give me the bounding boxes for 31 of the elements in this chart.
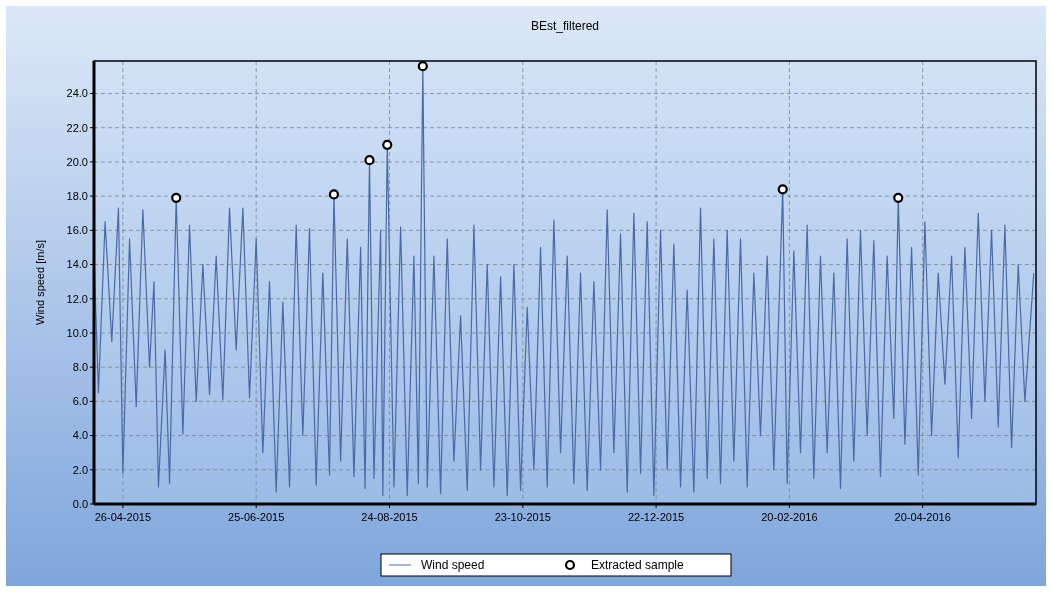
y-tick-label: 6.0 <box>72 395 88 408</box>
y-tick-label: 22.0 <box>66 121 88 134</box>
y-tick-label: 14.0 <box>66 258 88 271</box>
x-tick-label: 26-04-2015 <box>94 511 152 523</box>
point <box>328 189 340 200</box>
y-tick-label: 4.0 <box>72 429 88 442</box>
y-tick-label: 24.0 <box>66 87 88 100</box>
y-axis-title: Wind speed [m/s] <box>34 240 46 325</box>
legend-label: Wind speed <box>421 558 485 572</box>
y-tick-label: 12.0 <box>66 292 88 305</box>
y-tick-label: 2.0 <box>72 463 88 476</box>
x-tick-label: 25-06-2015 <box>228 511 285 523</box>
chart-title: BEst_filtered <box>530 19 600 33</box>
x-tick-label: 23-10-2015 <box>494 511 551 523</box>
point <box>777 184 788 195</box>
x-tick-label: 24-08-2015 <box>361 511 418 523</box>
point <box>171 192 182 203</box>
y-tick-label: 10.0 <box>66 326 88 339</box>
y-tick-label: 16.0 <box>66 224 88 237</box>
point <box>417 61 428 72</box>
y-tick-label: 20.0 <box>66 155 88 168</box>
y-tick-label: 8.0 <box>72 361 88 374</box>
x-tick-label: 22-12-2015 <box>627 511 685 523</box>
point <box>893 192 904 203</box>
legend-label: Extracted sample <box>591 558 685 572</box>
point <box>382 139 393 150</box>
y-tick-label: 0.0 <box>72 497 88 510</box>
x-tick-label: 20-02-2016 <box>761 511 818 523</box>
y-tick-label: 18.0 <box>66 189 88 202</box>
point <box>364 155 375 166</box>
x-tick-label: 20-04-2016 <box>894 511 951 523</box>
